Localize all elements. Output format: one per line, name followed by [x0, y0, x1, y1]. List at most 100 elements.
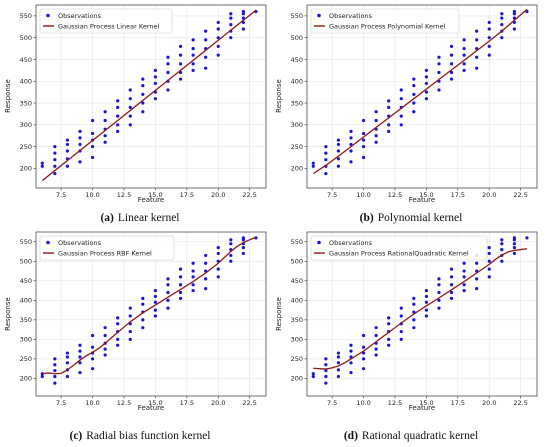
- observation-point: [512, 251, 516, 256]
- observation-point: [103, 140, 107, 144]
- legend-marker-observations-rbf: [46, 240, 50, 245]
- observation-point: [475, 55, 479, 59]
- observation-point: [449, 275, 454, 279]
- observation-point: [191, 62, 195, 66]
- observation-point: [53, 381, 57, 385]
- observation-point: [311, 374, 315, 379]
- observation-point: [241, 9, 245, 14]
- tick-label-y-rbf: 550: [20, 238, 32, 246]
- observation-point: [412, 296, 416, 300]
- observation-point: [166, 55, 170, 59]
- observations-linear: [40, 9, 258, 176]
- observation-point: [78, 129, 82, 133]
- tick-label-x-rbf: 17.5: [180, 399, 194, 407]
- caption-polynomial: (b) Polynomial kernel: [360, 212, 463, 224]
- observation-point: [387, 105, 391, 109]
- observation-point: [53, 363, 57, 367]
- observation-point: [40, 161, 44, 165]
- observation-point: [449, 70, 454, 75]
- tick-label-y-linear: 300: [20, 121, 32, 129]
- observation-point: [324, 145, 328, 149]
- observation-point: [437, 88, 441, 92]
- observation-point: [103, 110, 107, 114]
- observation-point: [437, 55, 441, 59]
- legend-marker-observations-rational-quadratic: [317, 240, 321, 245]
- observation-point: [487, 20, 491, 25]
- observation-point: [53, 151, 57, 155]
- observation-point: [78, 343, 82, 347]
- observation-point: [229, 253, 233, 258]
- observation-point: [424, 288, 428, 293]
- xlabel-polynomial: Feature: [409, 196, 435, 204]
- fit-line: [312, 8, 528, 175]
- observation-point: [166, 70, 170, 75]
- observation-point: [449, 283, 454, 287]
- plot-frame-rbf: [35, 231, 267, 397]
- panel-rational-quadratic: 7.5 10.0 12.5 15.0 17.5 20.0 22.5 200 250 300 350 4…: [275, 231, 538, 412]
- ylabel-rbf: Response: [4, 297, 12, 331]
- observation-point: [424, 90, 428, 94]
- tick-label-x-rational-quadratic: 15.0: [419, 399, 433, 407]
- observation-point: [361, 357, 366, 361]
- tick-label-x-polynomial: 15.0: [419, 191, 433, 199]
- observation-point: [65, 149, 70, 153]
- tick-label-x-linear: 15.0: [148, 191, 162, 199]
- observation-point: [437, 283, 441, 287]
- observation-point: [374, 110, 378, 114]
- caption-text-linear: Linear kernel: [118, 212, 180, 224]
- observation-point: [65, 355, 70, 359]
- tick-label-y-rational-quadratic: 350: [291, 316, 303, 324]
- observation-point: [487, 275, 491, 279]
- observation-point: [53, 172, 57, 176]
- tick-label-y-linear: 450: [20, 56, 32, 64]
- tick-label-y-rbf: 250: [20, 355, 32, 363]
- observation-point: [229, 36, 233, 40]
- observation-point: [216, 44, 220, 48]
- observation-point: [65, 142, 70, 147]
- observation-point: [204, 277, 208, 281]
- observation-point: [500, 36, 504, 40]
- observation-point: [475, 29, 479, 33]
- observation-point: [349, 149, 353, 153]
- ticks-linear: 7.5 10.0 12.5 15.0 17.5 20.0 22.5 200 250 300 350 4…: [20, 12, 257, 199]
- observation-point: [487, 246, 491, 250]
- fit-line-rbf: [42, 236, 257, 375]
- observation-point: [128, 329, 132, 334]
- observation-point: [424, 314, 428, 318]
- observation-point: [387, 123, 391, 127]
- observation-point: [361, 345, 366, 349]
- observation-point: [191, 283, 195, 287]
- observation-point: [361, 138, 366, 142]
- tick-label-x-polynomial: 12.5: [388, 191, 402, 199]
- fit-line-rational-quadratic: [313, 248, 528, 370]
- observation-point: [500, 242, 504, 246]
- caption-text-rational-quadratic: Rational quadratic kernel: [362, 430, 478, 442]
- tick-label-y-linear: 400: [20, 78, 32, 86]
- observation-point: [90, 155, 95, 160]
- observation-point: [229, 23, 233, 27]
- tick-label-y-polynomial: 350: [291, 99, 303, 107]
- observation-point: [204, 29, 208, 33]
- observation-point: [361, 131, 366, 136]
- observation-point: [361, 367, 366, 371]
- panel-polynomial: 7.5 10.0 12.5 15.0 17.5 20.0 22.5 200 250 300 350 4…: [275, 4, 538, 204]
- tick-label-y-rbf: 400: [20, 297, 32, 305]
- observation-point: [500, 16, 504, 20]
- observation-point: [103, 333, 107, 338]
- observation-point: [424, 75, 428, 79]
- observation-point: [525, 236, 529, 240]
- observation-point: [178, 44, 183, 48]
- observation-point: [90, 145, 95, 149]
- observations-rbf: [40, 236, 258, 385]
- ticks-rbf: 7.5 10.0 12.5 15.0 17.5 20.0 22.5 200 250 300 350 4…: [20, 238, 257, 407]
- panel-linear: 7.5 10.0 12.5 15.0 17.5 20.0 22.5 200 250 300 350 4…: [4, 4, 267, 204]
- observation-point: [387, 316, 391, 320]
- axes-rational-quadratic: [306, 231, 538, 397]
- legend-box-polynomial: [310, 8, 460, 34]
- observation-point: [229, 238, 233, 242]
- observation-point: [437, 277, 441, 281]
- observation-point: [78, 136, 82, 140]
- observation-point: [166, 306, 170, 310]
